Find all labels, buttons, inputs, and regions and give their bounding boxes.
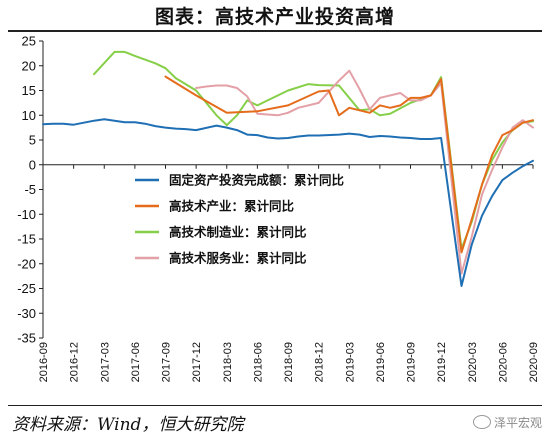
y-tick-label: 10 (22, 108, 36, 123)
series-line-3 (195, 69, 534, 275)
chart-title: 图表：高技术产业投资高增 (154, 6, 395, 28)
legend-label: 高技术产业：累计同比 (169, 199, 295, 214)
y-tick-label: -30 (17, 306, 36, 321)
y-tick-label: -10 (17, 207, 36, 222)
x-tick-label: 2017-12 (191, 342, 203, 382)
y-tick-label: 25 (22, 34, 36, 49)
x-tick-label: 2020-03 (467, 342, 479, 382)
legend-label: 高技术制造业：累计同比 (169, 225, 307, 240)
legend: 固定资产投资完成额：累计同比高技术产业：累计同比高技术制造业：累计同比高技术服务… (135, 173, 345, 266)
footer-rule (8, 405, 542, 406)
y-tick-label: -20 (17, 256, 36, 271)
watermark: 泽平宏观 (472, 414, 542, 431)
x-tick-label: 2020-06 (497, 342, 509, 382)
x-tick-label: 2017-06 (130, 342, 142, 382)
y-tick-label: -35 (17, 331, 36, 346)
x-tick-label: 2016-12 (69, 342, 81, 382)
x-tick-label: 2018-09 (283, 342, 295, 382)
x-tick-label: 2019-06 (375, 342, 387, 382)
wechat-icon (472, 415, 491, 429)
x-tick-label: 2019-09 (406, 342, 418, 382)
x-tick-label: 2016-09 (38, 342, 50, 382)
y-tick-label: -25 (17, 281, 36, 296)
x-tick-label: 2017-03 (99, 342, 111, 382)
x-tick-label: 2020-09 (528, 342, 540, 382)
y-axis: 25 20 15 10 5 0 -5 -10 -15 -20 -25 -30 -35 (17, 34, 44, 346)
y-tick-label: 20 (22, 58, 36, 73)
x-tick-label: 2019-03 (344, 342, 356, 382)
y-tick-label: 5 (29, 133, 36, 148)
x-tick-label: 2018-12 (314, 342, 326, 382)
series-line-2 (93, 50, 534, 250)
x-tick-label: 2018-06 (252, 342, 264, 382)
source-note: 资料来源：Wind，恒大研究院 (12, 415, 244, 435)
series-layer (42, 50, 534, 287)
legend-label: 固定资产投资完成额：累计同比 (169, 173, 345, 188)
x-tick-label: 2019-12 (436, 342, 448, 382)
legend-label: 高技术服务业：累计同比 (169, 251, 307, 266)
y-tick-label: 15 (22, 83, 36, 98)
y-tick-label: -15 (17, 232, 36, 247)
title-rule (8, 30, 542, 32)
x-axis: 2016-09 2016-12 2017-03 2017-06 2017-09 2017-… (38, 164, 540, 382)
x-tick-label: 2018-03 (222, 342, 234, 382)
y-tick-label: -5 (24, 182, 36, 197)
series-line-0 (42, 118, 534, 287)
x-tick-label: 2017-09 (161, 342, 173, 382)
y-tick-label: 0 (29, 157, 36, 172)
title-area: 图表：高技术产业投资高增 (0, 0, 550, 32)
series-line-1 (164, 75, 534, 254)
watermark-text: 泽平宏观 (493, 416, 542, 430)
